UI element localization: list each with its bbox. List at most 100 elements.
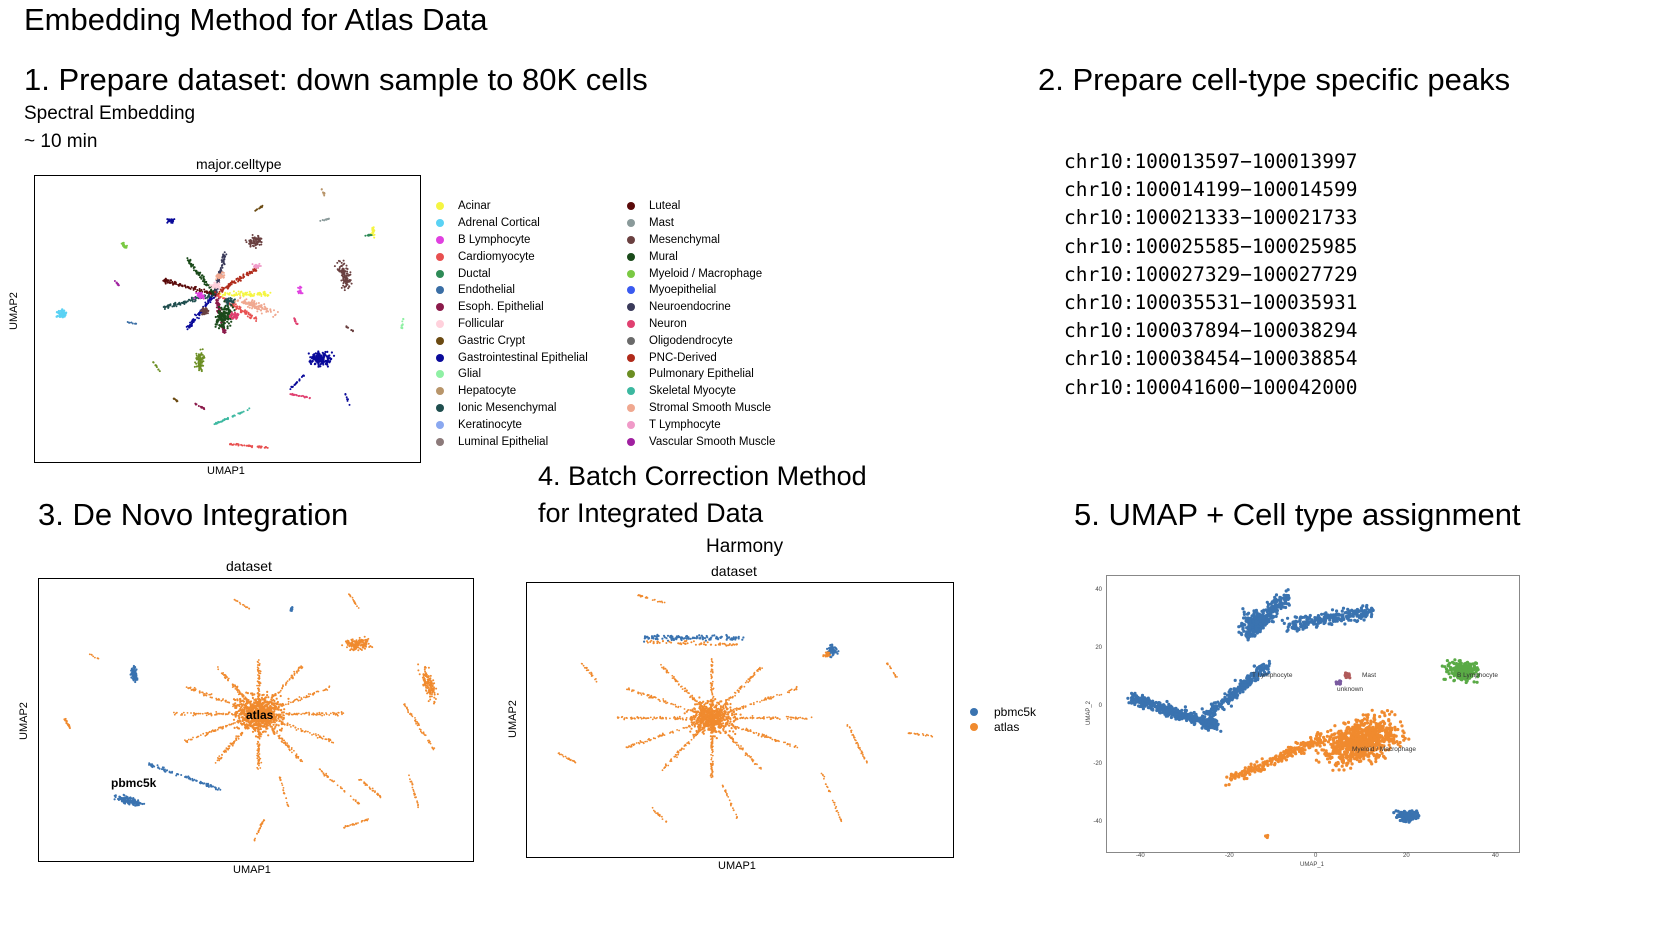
plot5-ytick: -40 [1093, 819, 1102, 825]
legend1-item: Neuron [627, 316, 775, 333]
legend-marker [627, 202, 635, 211]
peak-item: chr10:100025585−100025985 [1064, 234, 1358, 258]
legend1-item: Hepatocyte [436, 383, 588, 400]
atlas-cluster [184, 713, 259, 744]
legend-label: Gastric Crypt [458, 334, 526, 347]
celltype-cluster [254, 204, 264, 212]
legend-marker [436, 303, 444, 312]
atlas-cluster [257, 685, 331, 716]
legend1-item: T Lymphocyte [627, 416, 775, 433]
atlas-cluster [214, 712, 261, 764]
legend-marker [436, 219, 444, 228]
step1-method: Spectral Embedding [24, 103, 196, 124]
atlas-cluster [580, 662, 598, 683]
pbmc5k-cluster [289, 606, 294, 612]
atlas-cluster [625, 716, 714, 749]
t-lymphocyte-cluster [1280, 603, 1375, 633]
plot5-xtick: 0 [1314, 853, 1318, 859]
legend-label: Follicular [458, 317, 505, 330]
celltype-cluster [199, 306, 210, 316]
plot1-title: major.celltype [196, 156, 282, 172]
celltype-cluster [228, 311, 240, 320]
atlas-cluster [403, 703, 436, 751]
pbmc5k-cluster [148, 762, 222, 791]
legend-label: Cardiomyocyte [458, 250, 535, 263]
atlas-cluster [710, 685, 798, 719]
legend-label: Endothelial [458, 284, 515, 297]
t-lymphocyte-label: T Lymphocyte [1252, 672, 1293, 679]
legend-marker [627, 387, 635, 396]
legend-label: pbmc5k [994, 704, 1037, 719]
legend-marker [970, 707, 978, 716]
legend-label: Mural [649, 250, 678, 263]
step4-method: Harmony [706, 536, 784, 557]
legend-marker [436, 420, 444, 429]
legend-label: Neuron [649, 317, 687, 330]
legend1-item: Mast [627, 215, 775, 232]
t-lymphocyte-cluster [1199, 659, 1272, 723]
celltype-cluster [213, 407, 251, 426]
celltype-cluster [344, 393, 351, 406]
legend-label: Luteal [649, 200, 681, 213]
legend-label: Oligodendrocyte [649, 334, 733, 347]
atlas-cluster [278, 776, 290, 808]
legend-marker [627, 403, 635, 412]
legend-marker [627, 269, 635, 278]
step3-heading: 3. De Novo Integration [38, 497, 349, 532]
atlas-cluster [256, 713, 263, 770]
celltype-cluster [152, 361, 161, 373]
legend-marker [436, 235, 444, 244]
celltype-cluster [126, 321, 138, 325]
celltype-cluster [113, 280, 120, 287]
small-cluster [1264, 833, 1270, 840]
legend-marker [436, 437, 444, 446]
plot5-xtick: -40 [1136, 853, 1145, 859]
celltype-cluster [293, 317, 299, 326]
legend-marker [627, 420, 635, 429]
plot4-title: dataset [711, 563, 757, 579]
myeloid-cluster [1314, 708, 1411, 772]
atlas-cluster [626, 687, 713, 721]
legend-label: Glial [458, 368, 482, 381]
legend-marker [436, 387, 444, 396]
plot5-frame: T Lymphocyte Mast unknown B Lymphocyte Myelo… [1106, 575, 1520, 853]
atlas-cluster [318, 768, 361, 805]
legend1-item: Adrenal Cortical [436, 215, 588, 232]
atlas-cluster [258, 665, 304, 716]
peak-item: chr10:100014199−100014599 [1064, 178, 1358, 202]
peak-item: chr10:100038454−100038854 [1064, 347, 1358, 371]
atlas-cluster [637, 594, 666, 604]
atlas-cluster [712, 717, 799, 749]
legend-marker [436, 370, 444, 379]
legend1-item: Oligodendrocyte [627, 332, 775, 349]
plot1-ylabel: UMAP2 [8, 292, 20, 330]
legend-marker [627, 286, 635, 295]
unknown-cluster [1334, 679, 1343, 686]
celltype-cluster [194, 402, 206, 411]
legend-marker [436, 403, 444, 412]
celltype-cluster [400, 317, 405, 330]
celltype-cluster [333, 259, 353, 292]
plot4-legend-item: pbmc5k [970, 704, 1036, 719]
atlas-cluster [846, 724, 868, 764]
plot4-legend: pbmc5k atlas [970, 704, 1036, 734]
legend-marker [436, 336, 444, 345]
step4-heading-line1: 4. Batch Correction Method [538, 461, 867, 491]
celltype-cluster [224, 297, 236, 306]
unlabeled-cluster [1392, 809, 1421, 824]
atlas-cluster [358, 778, 382, 799]
legend-label: Acinar [458, 200, 491, 213]
legend1-item: Cardiomyocyte [436, 248, 588, 265]
plot5-ylabel: UMAP_2 [1086, 700, 1092, 725]
atlas-cluster [217, 666, 259, 715]
step1-heading: 1. Prepare dataset: down sample to 80K c… [24, 62, 648, 97]
celltype-cluster [214, 266, 259, 295]
legend1-item: Glial [436, 366, 588, 383]
plot3-frame: atlas pbmc5k [38, 578, 474, 862]
legend-label: Vascular Smooth Muscle [649, 435, 776, 448]
legend1-item: Endothelial [436, 282, 588, 299]
celltype-cluster [215, 271, 226, 281]
legend-label: Esoph. Epithelial [458, 301, 544, 314]
legend-marker [436, 286, 444, 295]
legend-marker [436, 252, 444, 261]
